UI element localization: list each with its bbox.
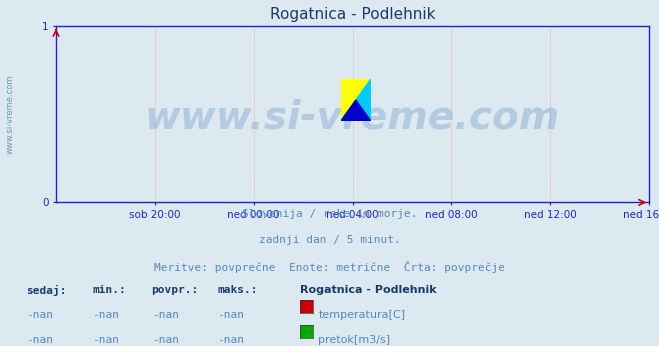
Polygon shape [341, 100, 371, 121]
Text: -nan: -nan [217, 335, 244, 345]
Text: temperatura[C]: temperatura[C] [318, 310, 405, 320]
Text: -nan: -nan [92, 310, 119, 320]
Text: Rogatnica - Podlehnik: Rogatnica - Podlehnik [300, 285, 436, 295]
Text: maks.:: maks.: [217, 285, 258, 295]
Text: www.si-vreme.com: www.si-vreme.com [145, 99, 560, 137]
Text: -nan: -nan [26, 335, 53, 345]
Text: sedaj:: sedaj: [26, 285, 67, 297]
Text: -nan: -nan [217, 310, 244, 320]
Text: -nan: -nan [152, 335, 179, 345]
Text: zadnji dan / 5 minut.: zadnji dan / 5 minut. [258, 235, 401, 245]
Text: min.:: min.: [92, 285, 126, 295]
Text: www.si-vreme.com: www.si-vreme.com [5, 74, 14, 154]
Text: -nan: -nan [26, 310, 53, 320]
Title: Rogatnica - Podlehnik: Rogatnica - Podlehnik [270, 7, 436, 22]
Text: Meritve: povprečne  Enote: metrične  Črta: povprečje: Meritve: povprečne Enote: metrične Črta:… [154, 261, 505, 273]
Polygon shape [341, 79, 371, 121]
Text: Slovenija / reke in morje.: Slovenija / reke in morje. [242, 209, 417, 219]
Text: -nan: -nan [152, 310, 179, 320]
Text: -nan: -nan [92, 335, 119, 345]
Text: pretok[m3/s]: pretok[m3/s] [318, 335, 390, 345]
Text: povpr.:: povpr.: [152, 285, 199, 295]
